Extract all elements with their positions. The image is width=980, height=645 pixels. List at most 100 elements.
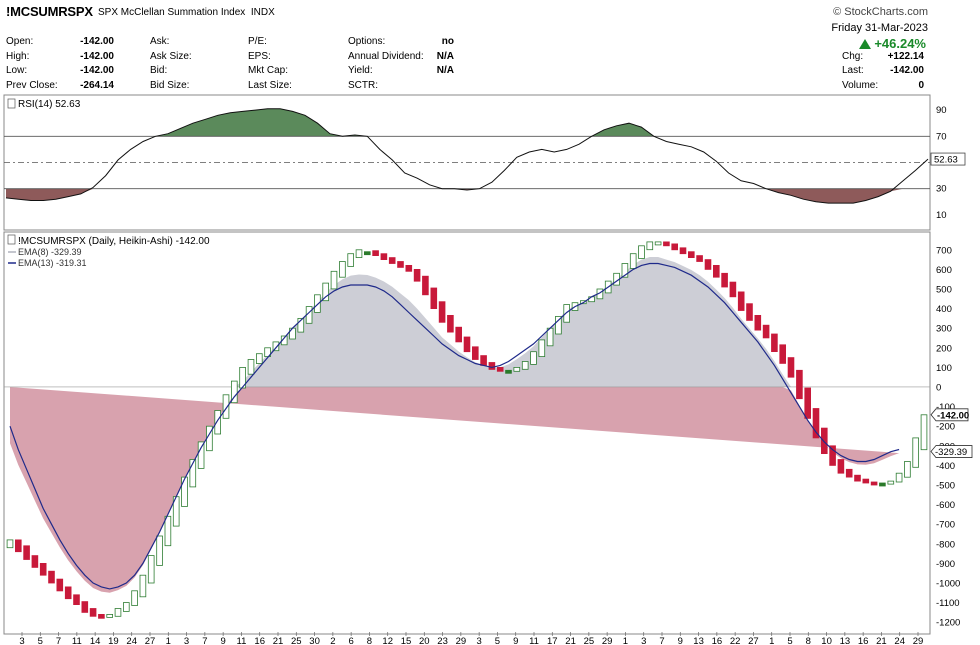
x-tick-label: 7 bbox=[659, 636, 664, 645]
x-tick-label: 7 bbox=[202, 636, 207, 645]
price-label: !MCSUMRSPX (Daily, Heikin-Ashi) -142.00 bbox=[18, 236, 210, 247]
x-tick-label: 7 bbox=[56, 636, 61, 645]
candle bbox=[904, 461, 911, 478]
x-tick-label: 5 bbox=[38, 636, 43, 645]
quote-label: Low: bbox=[6, 65, 28, 76]
x-tick-label: 25 bbox=[291, 636, 302, 645]
brand-label: © StockCharts.com bbox=[833, 6, 928, 18]
candle bbox=[513, 366, 521, 372]
x-tick-label: 27 bbox=[145, 636, 156, 645]
ema-value-text: -329.39 bbox=[935, 447, 967, 458]
rsi-tick-label: 70 bbox=[936, 131, 947, 142]
quote-value: -142.00 bbox=[80, 65, 114, 76]
price-tick-label: 600 bbox=[936, 265, 952, 276]
price-tick-label: -1000 bbox=[936, 578, 960, 589]
x-tick-label: 17 bbox=[547, 636, 558, 645]
quote-value: no bbox=[441, 36, 454, 47]
candle bbox=[530, 351, 537, 365]
exchange-label: INDX bbox=[250, 7, 275, 18]
candle bbox=[181, 476, 188, 507]
quote-label: Ask: bbox=[150, 36, 170, 47]
candle bbox=[663, 241, 670, 247]
price-tick-label: 500 bbox=[936, 284, 952, 295]
x-tick-label: 13 bbox=[693, 636, 704, 645]
x-tick-label: 1 bbox=[623, 636, 628, 645]
candle bbox=[912, 437, 919, 468]
candle bbox=[895, 472, 903, 483]
quote-label: Chg: bbox=[842, 50, 864, 62]
candle bbox=[480, 355, 487, 366]
candle bbox=[629, 253, 637, 269]
quote-value: +122.14 bbox=[887, 50, 924, 62]
candle bbox=[422, 275, 429, 296]
candle bbox=[123, 602, 130, 612]
candle bbox=[746, 303, 753, 321]
candle bbox=[505, 369, 512, 374]
symbol-title: !MCSUMRSPX bbox=[6, 4, 93, 19]
quote-value: -142.00 bbox=[80, 36, 114, 47]
quote-label: Yield: bbox=[348, 65, 373, 76]
quote-value: -264.14 bbox=[80, 79, 114, 91]
candle bbox=[106, 614, 114, 618]
rsi-tick-label: 10 bbox=[936, 210, 947, 221]
candle bbox=[214, 410, 222, 435]
candle bbox=[463, 336, 471, 353]
quote-value: N/A bbox=[436, 50, 454, 62]
candle bbox=[48, 570, 55, 584]
price-tick-label: -600 bbox=[936, 500, 955, 511]
x-tick-label: 11 bbox=[72, 636, 82, 645]
quote-value: N/A bbox=[436, 65, 454, 76]
candle bbox=[862, 478, 870, 484]
price-tick-label: -700 bbox=[936, 520, 955, 531]
candle bbox=[23, 545, 30, 560]
rsi-value-text: 52.63 bbox=[934, 155, 958, 166]
candle bbox=[646, 241, 654, 251]
up-arrow-icon bbox=[859, 39, 872, 49]
candle bbox=[688, 251, 695, 258]
candle bbox=[64, 586, 72, 600]
candle bbox=[31, 555, 39, 568]
x-tick-label: 16 bbox=[858, 636, 869, 645]
candle bbox=[56, 578, 64, 592]
x-tick-label: 5 bbox=[495, 636, 500, 645]
candle bbox=[563, 304, 570, 323]
rsi-tick-label: 30 bbox=[936, 184, 947, 195]
candle bbox=[721, 272, 728, 288]
x-tick-label: 6 bbox=[348, 636, 353, 645]
price-panel-icon bbox=[7, 234, 16, 245]
rsi-tick-label: 90 bbox=[936, 105, 947, 116]
rsi-value-badge bbox=[930, 152, 966, 166]
x-tick-label: 20 bbox=[419, 636, 430, 645]
price-tick-label: 100 bbox=[936, 363, 952, 374]
candle bbox=[73, 594, 80, 605]
candle bbox=[156, 535, 163, 566]
x-tick-label: 21 bbox=[565, 636, 576, 645]
candle bbox=[405, 264, 413, 272]
x-tick-label: 12 bbox=[382, 636, 393, 645]
x-tick-label: 1 bbox=[166, 636, 171, 645]
candle bbox=[147, 555, 155, 584]
ema13-line bbox=[9, 262, 900, 590]
x-tick-label: 23 bbox=[437, 636, 448, 645]
rsi-panel-icon bbox=[7, 98, 16, 109]
candle bbox=[14, 539, 22, 553]
candle bbox=[920, 414, 928, 451]
quote-label: P/E: bbox=[248, 36, 267, 47]
x-tick-label: 1 bbox=[769, 636, 774, 645]
candle bbox=[363, 251, 371, 256]
candle bbox=[729, 281, 737, 298]
x-tick-label: 3 bbox=[641, 636, 646, 645]
candle bbox=[131, 590, 138, 606]
price-tick-label: -500 bbox=[936, 480, 955, 491]
rsi-line bbox=[5, 108, 929, 204]
candle bbox=[164, 515, 172, 547]
candle bbox=[771, 333, 778, 353]
x-tick-label: 8 bbox=[367, 636, 372, 645]
candle bbox=[139, 574, 147, 598]
x-tick-label: 14 bbox=[90, 636, 101, 645]
candle bbox=[821, 427, 828, 455]
pct-change: +46.24% bbox=[859, 36, 926, 51]
x-tick-label: 11 bbox=[529, 636, 539, 645]
x-tick-label: 29 bbox=[456, 636, 467, 645]
